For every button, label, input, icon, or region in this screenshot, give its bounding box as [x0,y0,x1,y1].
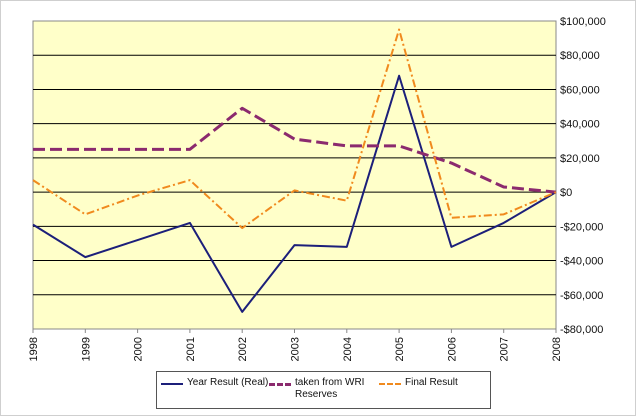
x-tick-label: 1998 [28,337,40,361]
y-tick-label: -$60,000 [560,290,603,302]
legend-swatch-final-result [379,383,401,385]
y-tick-label: $40,000 [560,119,600,131]
x-axis-tick-labels: 1998 1999 2000 2001 2002 2003 2004 2005 2006 2007… [28,329,563,361]
y-tick-label: -$80,000 [560,324,603,336]
series-line-final-result [32,28,557,230]
y-tick-label: $100,000 [560,16,606,28]
x-tick-label: 2008 [551,337,563,361]
legend-item-year-result: Year Result (Real) [161,377,268,389]
x-tick-label: 2002 [237,337,249,361]
y-tick-label: $80,000 [560,50,600,62]
x-tick-label: 2001 [185,337,197,361]
y-tick-label: $20,000 [560,153,600,165]
y-tick-label: $0 [560,187,572,199]
legend-label-wri-reserves: taken from WRI Reserves [295,377,365,400]
x-tick-label: 2003 [290,337,302,361]
x-tick-label: 2006 [446,337,458,361]
x-tick-label: 2004 [342,337,354,361]
y-axis-tick-labels: -$80,000 -$60,000 -$40,000 -$20,000 $0 $20,00… [560,16,606,336]
legend-label-final-result: Final Result [405,377,458,388]
series-line-taken-from-wri-reserves [33,106,557,194]
legend-swatch-wri-reserves [269,383,291,386]
y-tick-label: -$40,000 [560,256,603,268]
x-tick-label: 2000 [133,337,145,361]
x-tick-label: 2005 [394,337,406,361]
series-lines [32,28,557,313]
y-tick-label: -$20,000 [560,221,603,233]
grid-lines [33,54,556,296]
legend: Year Result (Real) taken from WRI Reserv… [156,371,491,409]
x-tick-label: 1999 [80,337,92,361]
legend-swatch-year-result [161,383,183,385]
series-line-year-result-real [32,74,557,313]
y-tick-label: $60,000 [560,84,600,96]
legend-item-final-result: Final Result [379,377,458,389]
x-tick-label: 2007 [499,337,511,361]
legend-item-wri-reserves: taken from WRI Reserves [269,377,364,401]
plot-area [32,20,557,330]
legend-label-year-result: Year Result (Real) [187,377,269,388]
